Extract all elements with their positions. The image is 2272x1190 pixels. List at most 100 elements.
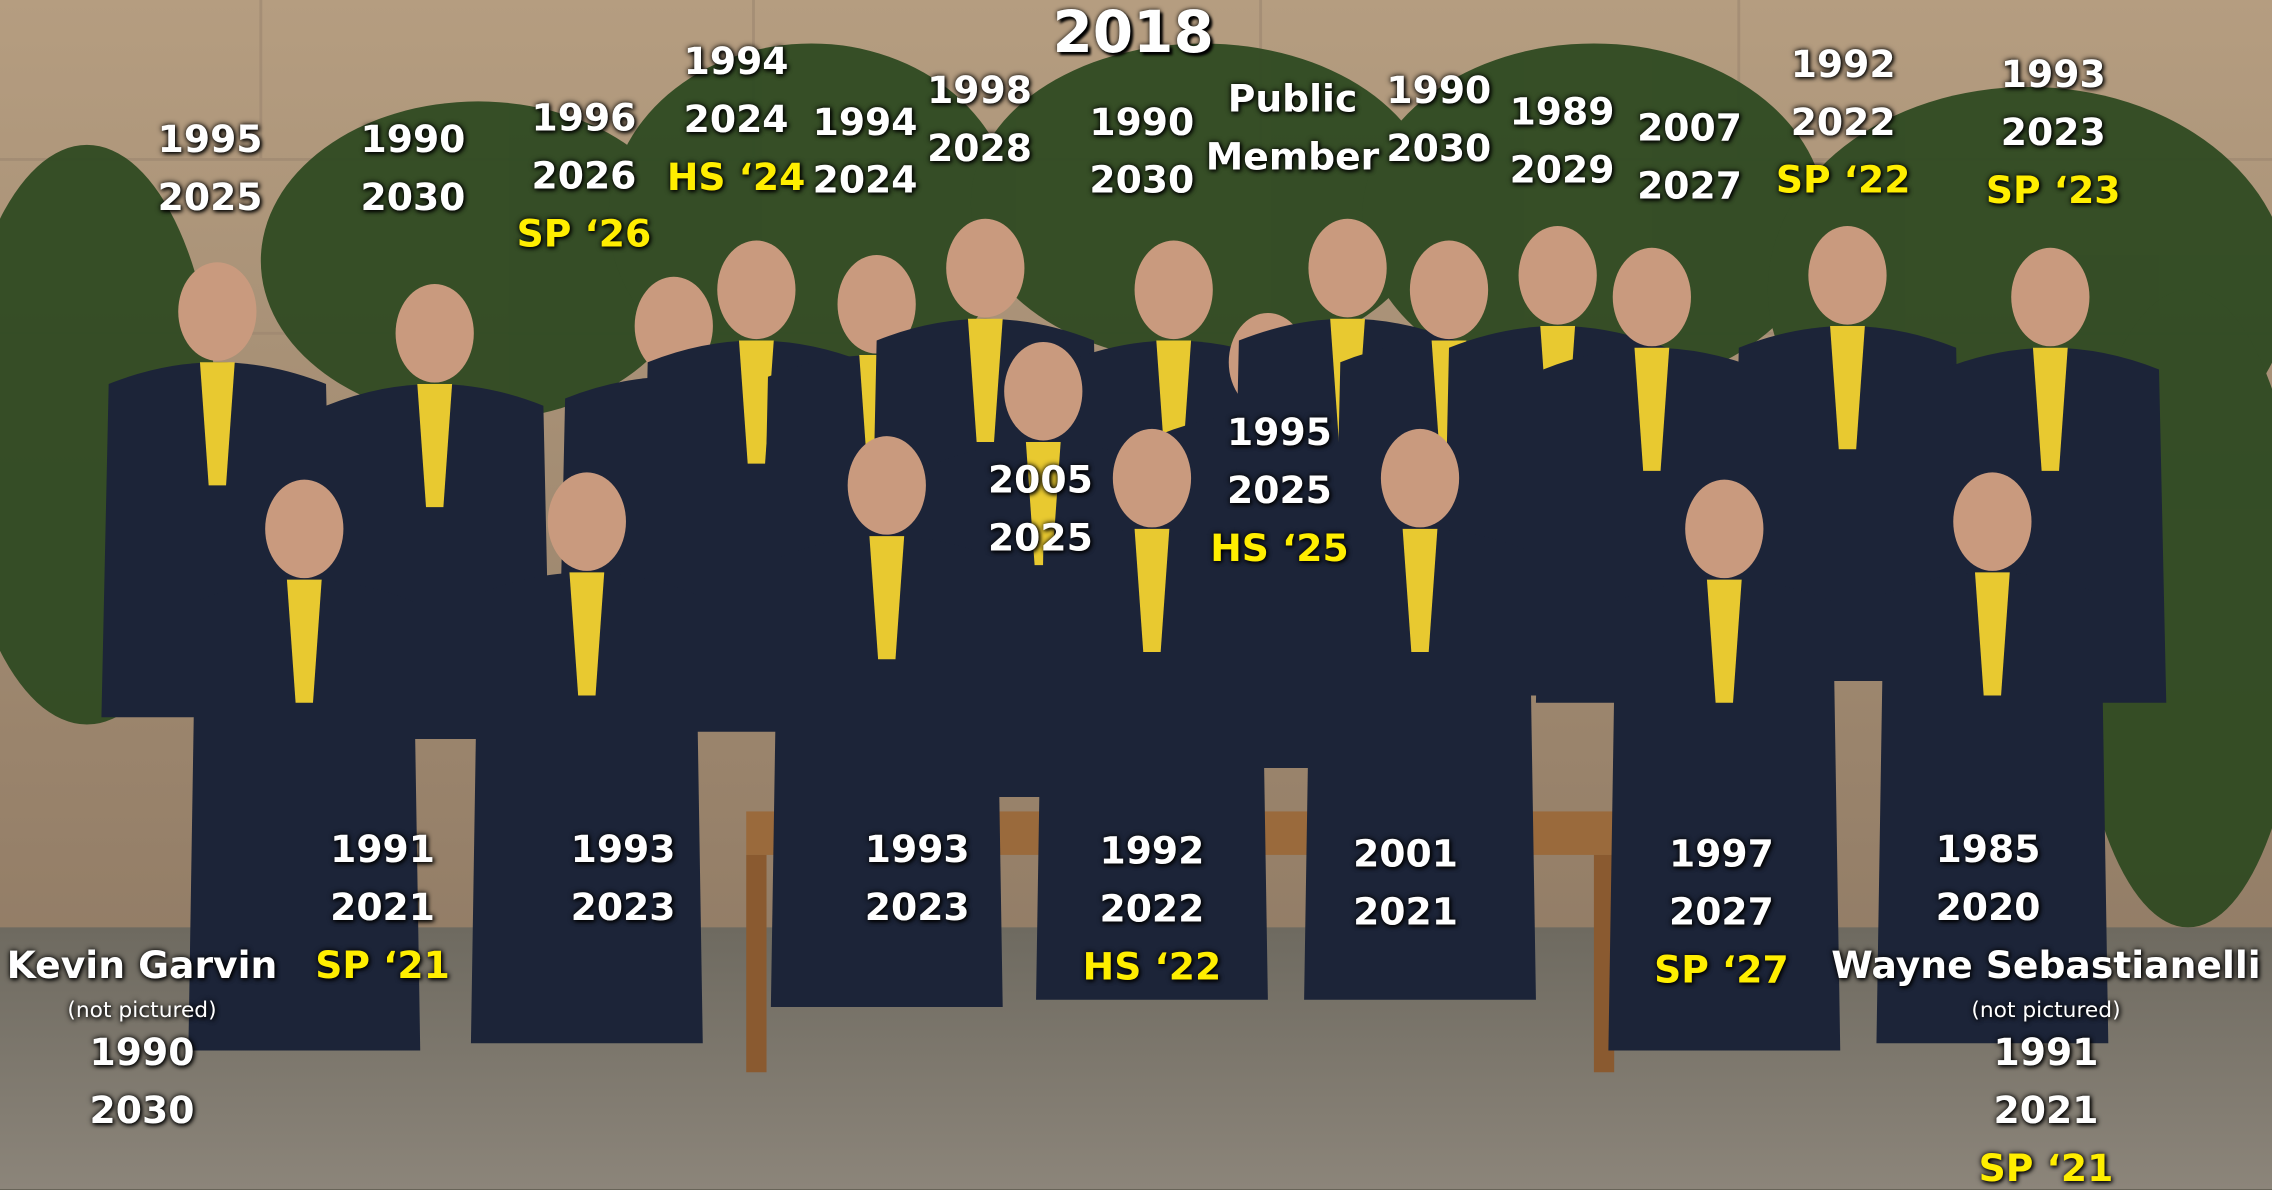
year: 2025 [988,510,1093,568]
label: Wayne Sebastianelli(not pictured)1991202… [1831,938,2260,1190]
person-shape [1613,248,1691,347]
year: 2030 [1386,120,1491,178]
person-shape [2011,248,2089,347]
photo-title: 2018 [1052,0,1213,67]
year: 2027 [1654,884,1789,942]
person-shape [1135,241,1213,340]
year: 2023 [1986,104,2121,162]
year: 1993 [865,822,970,880]
person-shape [1113,429,1191,528]
year: 2025 [158,170,263,228]
year: 1998 [927,62,1032,120]
year: 2005 [988,452,1093,510]
year: 1991 [1831,1024,2260,1082]
person-shape [1004,342,1082,441]
note: (not pictured) [1831,995,2260,1024]
year: 1989 [1510,84,1615,142]
year: 1995 [158,112,263,170]
person-shape [848,436,926,535]
label: PublicMember [1206,71,1379,187]
person-shape [946,219,1024,318]
year: 2021 [315,880,450,938]
year: 2027 [1637,158,1742,216]
person-shape [1410,241,1488,340]
tag: SP ‘23 [1986,162,2121,220]
year: 2030 [1089,152,1194,210]
year: 1993 [571,822,676,880]
year: 2030 [7,1082,278,1140]
year: 2023 [865,880,970,938]
year: 1990 [7,1024,278,1082]
year: 1994 [813,94,918,152]
person-shape [1808,226,1886,325]
year: 2029 [1510,142,1615,200]
year: Member [1206,129,1379,187]
year: 2028 [927,120,1032,178]
year: Public [1206,71,1379,129]
tag: HS ‘24 [667,149,806,207]
year: 2024 [667,91,806,149]
year: 2026 [517,148,652,206]
person-shape [396,284,474,383]
person-shape [1308,219,1386,318]
person-shape [1953,472,2031,571]
tag: HS ‘22 [1083,939,1222,997]
person-shape [548,472,626,571]
year: 1995 [1210,404,1349,462]
tag: SP ‘27 [1654,942,1789,1000]
year: 1993 [1986,46,2121,104]
person-shape [1381,429,1459,528]
year: 2023 [571,880,676,938]
person-shape [717,241,795,340]
year: 1991 [315,822,450,880]
tag: SP ‘21 [315,938,450,996]
year: 1992 [1083,823,1222,881]
year: 2007 [1637,100,1742,158]
year: 1990 [361,112,466,170]
label: 19942024HS ‘24 [667,33,806,207]
year: 1990 [1089,94,1194,152]
year: 2024 [813,152,918,210]
year: 2021 [1353,884,1458,942]
year: 2020 [1936,880,2041,938]
tag: SP ‘26 [517,206,652,264]
page: 2018 199520251990203019962026SP ‘2619942… [0,0,2272,1189]
person-shape [1519,226,1597,325]
year: 2021 [1831,1082,2260,1140]
year: 1996 [517,90,652,148]
tag: SP ‘22 [1776,152,1911,210]
year: 2025 [1210,462,1349,520]
year: 2022 [1083,881,1222,939]
person-shape [265,480,343,579]
year: 1985 [1936,822,2041,880]
year: 1990 [1386,62,1491,120]
year: 2030 [361,170,466,228]
name: Wayne Sebastianelli [1831,938,2260,996]
person-shape [178,262,256,361]
photo: 2018 199520251990203019962026SP ‘2619942… [0,0,2272,1190]
tag: HS ‘25 [1210,520,1349,578]
year: 1992 [1776,36,1911,94]
note: (not pictured) [7,995,278,1024]
name: Kevin Garvin [7,938,278,996]
year: 2001 [1353,826,1458,884]
year: 1994 [667,33,806,91]
year: 1997 [1654,826,1789,884]
